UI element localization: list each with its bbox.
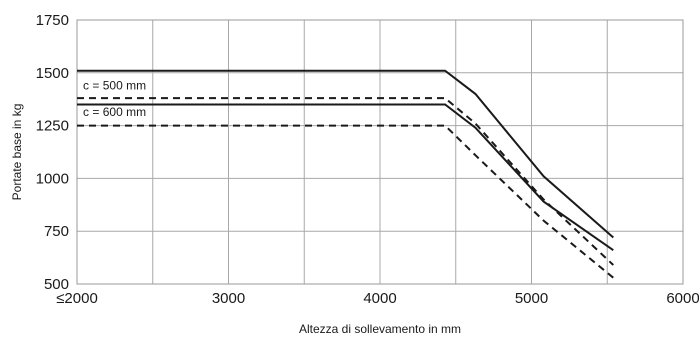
x-tick-label: 6000 xyxy=(666,290,699,307)
x-tick-label: 5000 xyxy=(515,290,548,307)
y-tick-label: 750 xyxy=(44,223,69,240)
x-axis-title: Altezza di sollevamento in mm xyxy=(299,322,461,336)
y-tick-label: 1500 xyxy=(36,65,69,82)
x-tick-labels: ≤2000 3000 4000 5000 6000 xyxy=(56,290,699,307)
series-line-4-dashed xyxy=(77,124,614,279)
y-tick-label: 1250 xyxy=(36,118,69,135)
y-tick-label: 1000 xyxy=(36,170,69,187)
x-tick-label: 4000 xyxy=(363,290,396,307)
series-line-3-solid xyxy=(77,103,614,252)
series-group xyxy=(77,69,614,279)
annotations: c = 500 mm c = 600 mm xyxy=(83,79,146,119)
y-tick-label: 1750 xyxy=(36,12,69,29)
x-tick-label: 3000 xyxy=(212,290,245,307)
annotation-label: c = 500 mm xyxy=(83,79,146,93)
y-tick-label: 500 xyxy=(44,276,69,293)
series-line-2-dashed xyxy=(77,97,614,266)
series-line-1-solid xyxy=(77,69,614,239)
grid xyxy=(76,19,684,285)
annotation-label: c = 600 mm xyxy=(83,105,146,119)
x-tick-label: ≤2000 xyxy=(56,290,98,307)
y-axis-title: Portate base in kg xyxy=(10,104,24,201)
plot-frame xyxy=(76,19,684,285)
y-tick-labels: 500 750 1000 1250 1500 1750 xyxy=(36,12,69,293)
